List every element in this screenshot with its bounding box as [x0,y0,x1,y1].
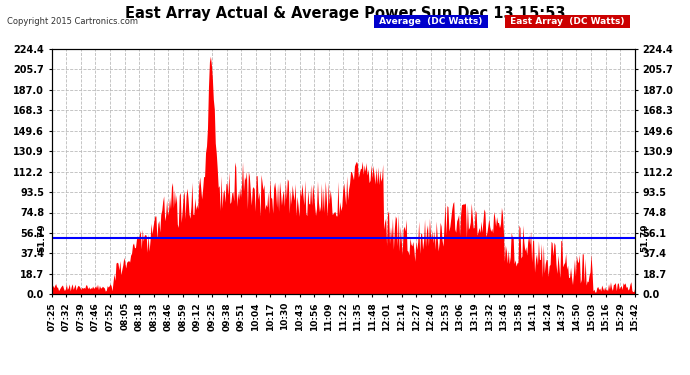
Text: East Array  (DC Watts): East Array (DC Watts) [507,17,628,26]
Text: Copyright 2015 Cartronics.com: Copyright 2015 Cartronics.com [7,17,138,26]
Text: East Array Actual & Average Power Sun Dec 13 15:53: East Array Actual & Average Power Sun De… [125,6,565,21]
Text: Average  (DC Watts): Average (DC Watts) [376,17,486,26]
Text: 51.79: 51.79 [37,224,46,252]
Text: 51.79: 51.79 [640,224,649,252]
